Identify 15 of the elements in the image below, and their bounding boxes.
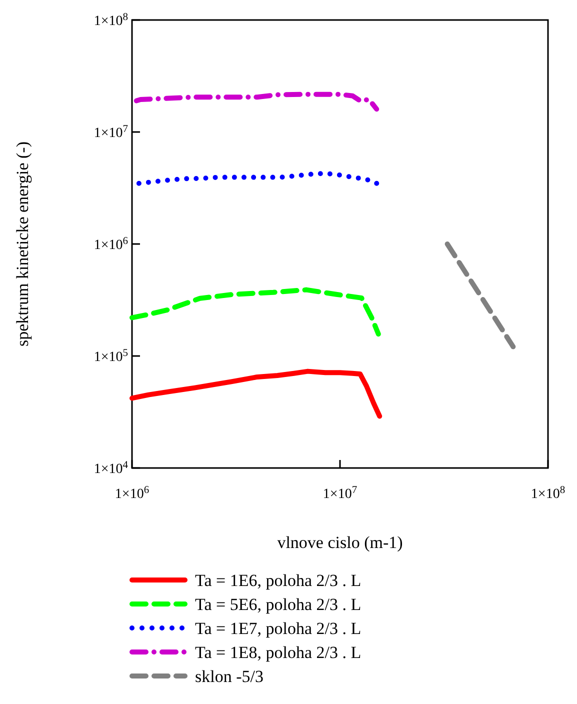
y-tick-label: 1×10$^{8}$ [94,12,128,29]
y-tick-label: 1×10$^{6}$ [94,236,128,253]
x-tick-label: 1×10$^{8}$ [530,484,566,502]
legend-label: Ta = 5E6, poloha 2/3 . L [195,595,362,614]
y-axis-title: spektrum kineticke energie (-) [13,141,32,347]
legend-label: Ta = 1E7, poloha 2/3 . L [195,619,362,638]
y-tick-label: 1×10$^{4}$ [94,460,129,477]
x-tick-label: 1×10$^{7}$ [322,484,358,502]
legend-label: Ta = 1E8, poloha 2/3 . L [195,643,362,662]
legend-label: sklon -5/3 [195,667,264,686]
y-tick-label: 1×10$^{5}$ [94,348,128,365]
x-axis-title: vlnove cislo (m-1) [277,533,403,552]
legend-label: Ta = 1E6, poloha 2/3 . L [195,571,362,590]
x-tick-label: 1×10$^{6}$ [114,484,150,502]
y-tick-label: 1×10$^{7}$ [94,124,128,141]
